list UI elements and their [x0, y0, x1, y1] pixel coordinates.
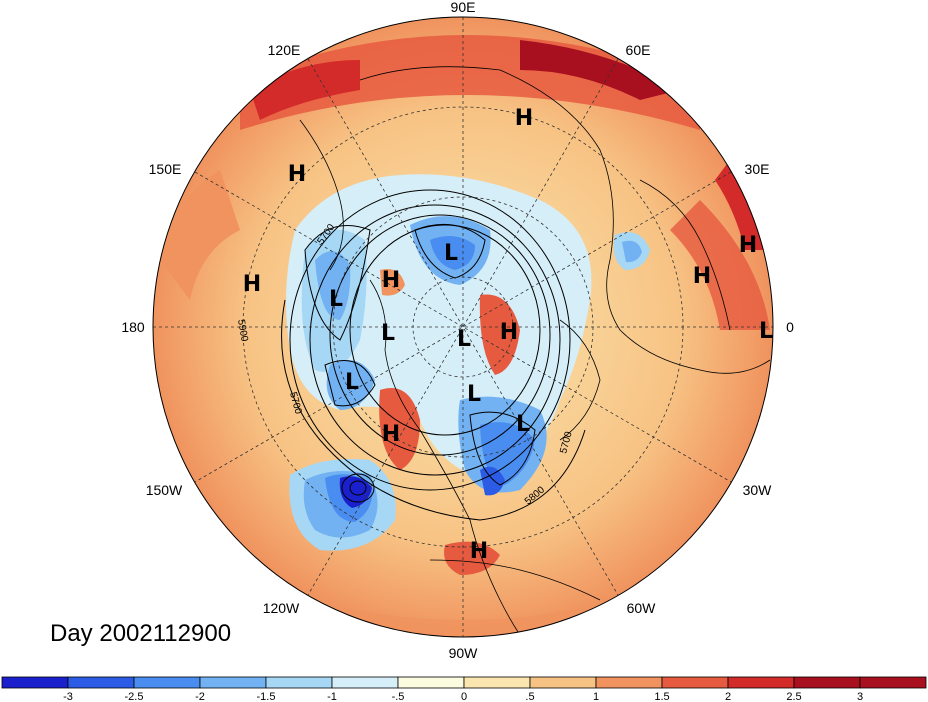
colorbar-box: [463, 676, 531, 689]
height-contours: [281, 189, 586, 521]
longitude-labels: 90E 60E 30E 0 30W 60W 90W 120W 150W 180 …: [121, 0, 794, 661]
low-center: L: [467, 382, 481, 407]
low-center: L: [345, 370, 359, 395]
coastlines: [299, 66, 771, 637]
colorbar-box: [331, 676, 399, 689]
colorbar-tick-label: 2.5: [786, 691, 801, 702]
lon-label-30e: 30E: [745, 161, 770, 177]
low-center: L: [516, 412, 530, 437]
lon-label-30w: 30W: [743, 482, 773, 498]
colorbar-box: [793, 676, 861, 689]
colorbar-box: [265, 676, 333, 689]
colorbar-tick-label: -2: [195, 691, 205, 702]
colorbar-tick-label: .5: [525, 691, 534, 702]
contour-label: 5900: [235, 319, 250, 343]
colorbar-tick-label: 2: [725, 691, 731, 702]
colorbar: -3 -2.5 -2 -1.5 -1 -.5 0 .5 1 1.5 2 2.5 3: [1, 676, 927, 702]
colorbar-tick-label: -3: [63, 691, 73, 702]
colorbar-tick-label: 1.5: [654, 691, 669, 702]
colorbar-tick-label: -1.5: [257, 691, 276, 702]
lon-label-120e: 120E: [268, 42, 301, 58]
colorbar-box: [727, 676, 795, 689]
high-center: H: [382, 422, 400, 447]
high-center: H: [739, 233, 757, 258]
colorbar-box: [67, 676, 135, 689]
colorbar-tick-label: 3: [857, 691, 863, 702]
contour-labels: 5700 5900 5700 5700 5800: [235, 222, 575, 507]
high-center: H: [693, 264, 711, 289]
pressure-centers: H H H H H H H H H L L L L L L L L: [243, 106, 773, 564]
colorbar-box: [397, 676, 465, 689]
colorbar-box: [133, 676, 201, 689]
day-label: Day 2002112900: [50, 620, 232, 647]
high-center: H: [500, 320, 518, 345]
lon-label-120w: 120W: [263, 600, 300, 616]
lon-label-90w: 90W: [449, 645, 479, 661]
lon-label-90e: 90E: [451, 0, 476, 15]
colorbar-box: [595, 676, 663, 689]
colorbar-box: [859, 676, 927, 689]
colorbar-boxes: [1, 676, 927, 689]
colorbar-tick-label: 1: [593, 691, 599, 702]
lon-label-60e: 60E: [626, 42, 651, 58]
lon-label-180: 180: [121, 319, 145, 335]
high-center: H: [243, 272, 261, 297]
high-center: H: [515, 106, 533, 131]
colorbar-box: [661, 676, 729, 689]
low-center: L: [444, 241, 458, 266]
colorbar-tick-label: -.5: [392, 691, 405, 702]
lon-label-60w: 60W: [627, 600, 657, 616]
colorbar-box: [1, 676, 69, 689]
low-center: L: [381, 321, 395, 346]
low-center: L: [329, 287, 343, 312]
colorbar-tick-label: -1: [327, 691, 337, 702]
colorbar-tick-label: -2.5: [125, 691, 144, 702]
colorbar-box: [529, 676, 597, 689]
low-center: L: [457, 327, 471, 352]
graticule: [153, 17, 773, 637]
colorbar-tick-label: 0: [461, 691, 467, 702]
colorbar-ticks: -3 -2.5 -2 -1.5 -1 -.5 0 .5 1 1.5 2 2.5 3: [63, 691, 863, 702]
map-border: [152, 16, 774, 638]
lon-label-150e: 150E: [149, 161, 182, 177]
high-center: H: [288, 162, 306, 187]
lon-label-150w: 150W: [146, 482, 183, 498]
anomaly-field: [153, 17, 773, 637]
lon-label-0: 0: [786, 319, 794, 335]
colorbar-box: [199, 676, 267, 689]
high-center: H: [470, 539, 488, 564]
low-center: L: [759, 319, 773, 344]
high-center: H: [382, 268, 400, 293]
